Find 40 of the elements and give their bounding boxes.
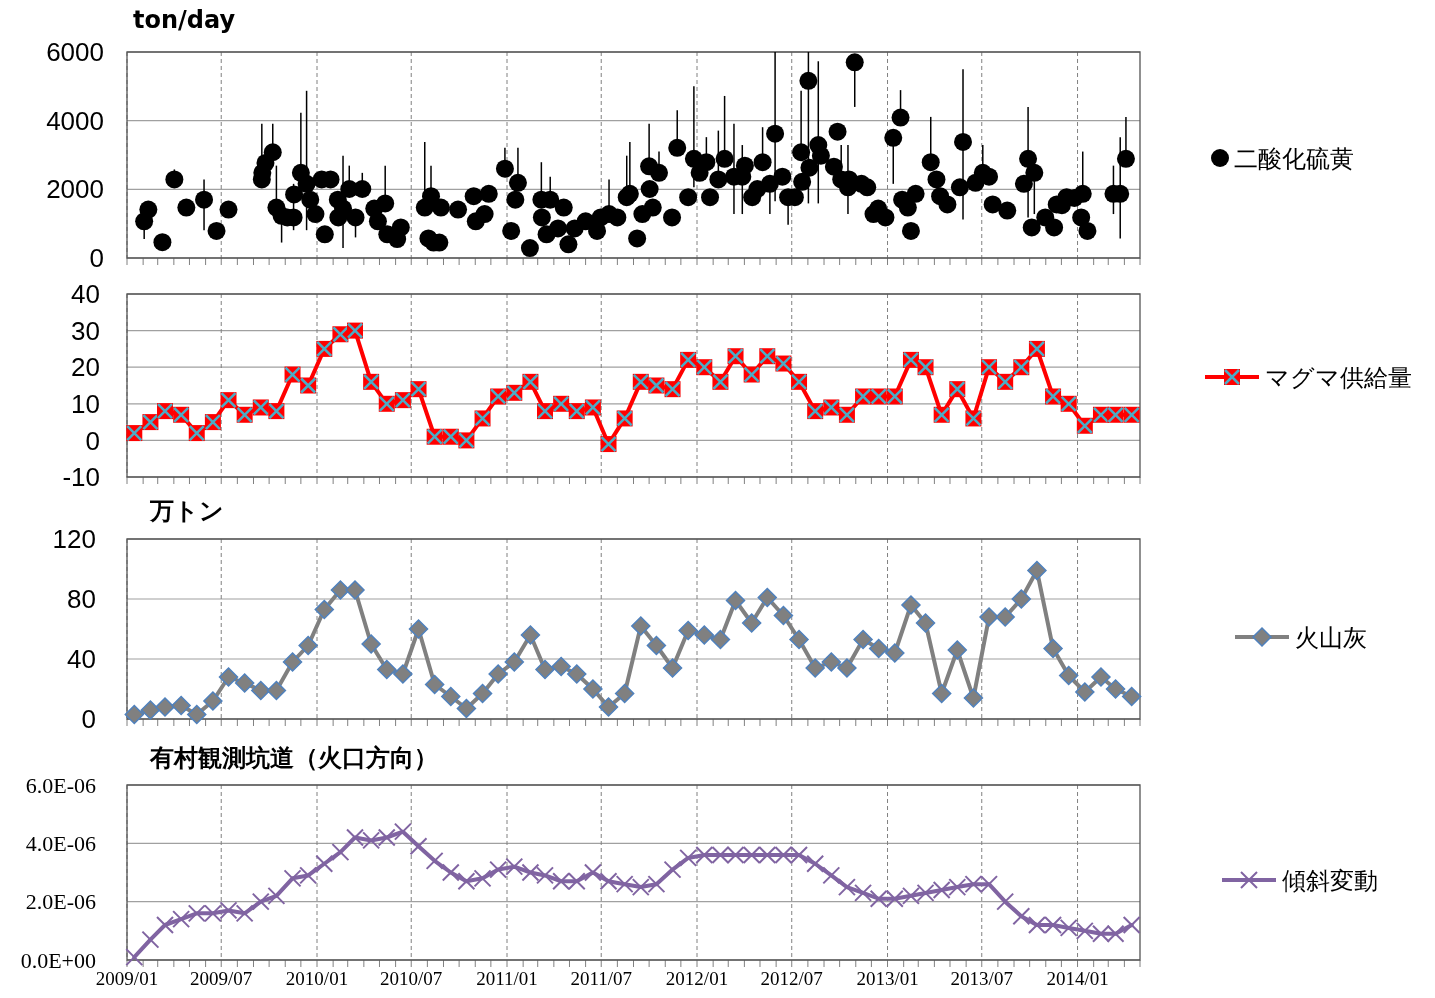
x-tick-label: 2013/01: [856, 968, 919, 989]
y-tick-label: 6.0E-06: [25, 772, 96, 798]
y-tick-label: 0: [89, 243, 104, 274]
x-tick-label: 2010/01: [285, 968, 349, 989]
x-tick-label: 2009/01: [95, 968, 159, 989]
y-tick-label: 2.0E-06: [25, 889, 96, 915]
y-axis-title: 万トン: [149, 497, 224, 525]
x-tick-label: 2009/07: [190, 968, 253, 989]
x-tick-label: 2011/07: [570, 968, 633, 989]
y-tick-label: 40: [67, 644, 96, 675]
y-tick-label: 10: [71, 388, 100, 419]
y-tick-label: 4.0E-06: [25, 831, 96, 857]
y-tick-label: 0.0E+00: [20, 947, 96, 973]
y-axis-title: ton/day: [133, 6, 236, 34]
x-tick-label: 2012/07: [760, 968, 823, 989]
y-tick-label: 20: [71, 352, 100, 383]
legend: 二酸化硫黄: [1211, 145, 1354, 173]
legend-label: マグマ供給量: [1265, 364, 1412, 392]
chart-title: 有村観測坑道（火口方向）: [149, 744, 438, 772]
x-tick-label: 2012/01: [665, 968, 729, 989]
legend-label: 傾斜変動: [1282, 867, 1378, 895]
y-tick-label: 2000: [46, 174, 104, 205]
x-tick-label: 2014/01: [1046, 968, 1109, 989]
x-tick-label: 2011/01: [476, 968, 538, 989]
legend-label: 火山灰: [1295, 624, 1367, 652]
y-tick-label: -10: [62, 462, 100, 493]
legend: マグマ供給量: [1205, 364, 1412, 392]
x-tick-label: 2013/07: [950, 968, 1013, 989]
y-tick-label: 40: [71, 279, 100, 310]
legend: 傾斜変動: [1222, 867, 1378, 895]
y-tick-label: 0: [85, 425, 100, 456]
y-tick-label: 0: [81, 704, 96, 735]
y-tick-label: 30: [71, 315, 100, 346]
y-tick-label: 80: [67, 584, 96, 615]
y-tick-label: 4000: [46, 105, 104, 136]
y-tick-label: 6000: [46, 37, 104, 68]
legend-label: 二酸化硫黄: [1234, 145, 1354, 173]
x-tick-label: 2010/07: [380, 968, 443, 989]
legend: 火山灰: [1235, 624, 1367, 652]
y-tick-label: 120: [52, 524, 96, 555]
